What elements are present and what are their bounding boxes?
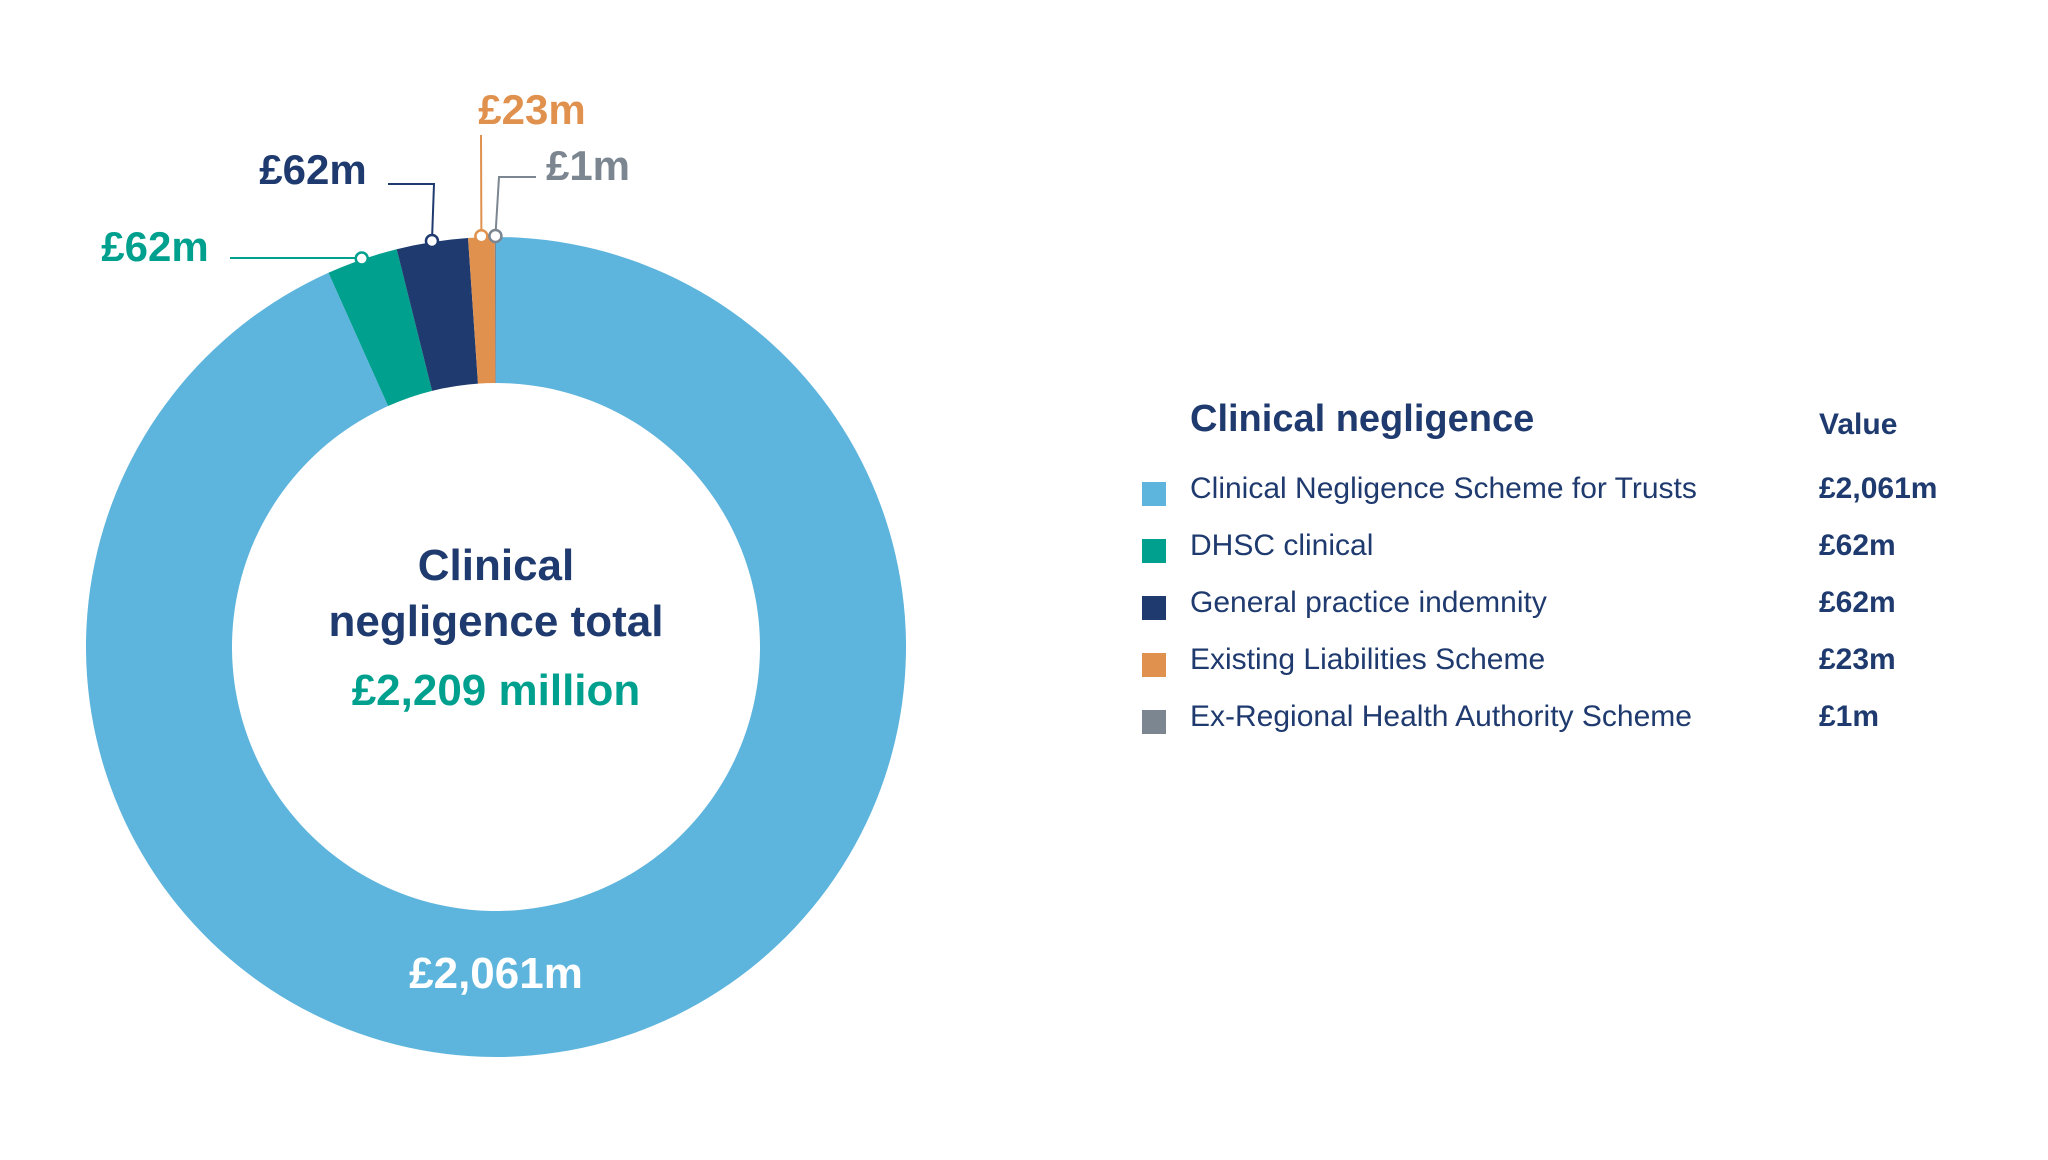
slice-existing-liabilities-scheme bbox=[468, 237, 496, 384]
legend-label: DHSC clinical bbox=[1190, 529, 1374, 562]
center-total: £2,209 million bbox=[352, 666, 641, 715]
legend-swatch bbox=[1142, 482, 1166, 506]
slice-clinical-negligence-scheme-for-trusts bbox=[85, 237, 907, 1057]
legend-label: Existing Liabilities Scheme bbox=[1190, 643, 1546, 676]
callout-leaders bbox=[230, 134, 536, 266]
callout-line bbox=[230, 257, 363, 260]
callout-line bbox=[494, 176, 536, 237]
legend-row: DHSC clinical £62m bbox=[1142, 527, 1962, 584]
legend-label: General practice indemnity bbox=[1190, 586, 1547, 619]
data-label-cnst: £2,061m bbox=[409, 949, 583, 998]
center-label-line2: negligence total bbox=[329, 597, 664, 646]
data-label-general-practice: £62m bbox=[259, 146, 366, 193]
legend-value: £62m bbox=[1819, 529, 1896, 562]
legend-swatch bbox=[1142, 539, 1166, 563]
callout-line bbox=[388, 183, 436, 242]
slice-dhsc-clinical bbox=[328, 249, 433, 407]
legend-title: Clinical negligence bbox=[1190, 398, 1535, 440]
legend-swatch bbox=[1142, 653, 1166, 677]
legend-row: Ex-Regional Health Authority Scheme £1m bbox=[1142, 698, 1962, 755]
legend-row: Clinical Negligence Scheme for Trusts £2… bbox=[1142, 470, 1962, 527]
legend-label: Clinical Negligence Scheme for Trusts bbox=[1190, 472, 1697, 505]
legend-swatch bbox=[1142, 710, 1166, 734]
callout-marker bbox=[424, 233, 440, 249]
callout-marker bbox=[474, 229, 489, 244]
slice-ex-regional-health-authority-scheme bbox=[494, 237, 496, 384]
data-label-existing-liabilities: £23m bbox=[478, 86, 585, 133]
legend-label: Ex-Regional Health Authority Scheme bbox=[1190, 700, 1692, 733]
donut-slices bbox=[85, 237, 907, 1057]
data-label-dhsc-clinical: £62m bbox=[101, 223, 208, 270]
legend-value-header: Value bbox=[1819, 408, 1898, 441]
legend-value: £2,061m bbox=[1819, 472, 1938, 505]
legend-swatch bbox=[1142, 596, 1166, 620]
callout-marker bbox=[354, 251, 369, 266]
legend-row: General practice indemnity £62m bbox=[1142, 584, 1962, 641]
data-label-ex-rha: £1m bbox=[546, 142, 630, 189]
callout-marker bbox=[488, 228, 503, 244]
legend-row: Existing Liabilities Scheme £23m bbox=[1142, 641, 1962, 698]
legend-value: £62m bbox=[1819, 586, 1896, 619]
legend-header: Clinical negligence Value bbox=[1142, 398, 1962, 470]
center-label-line1: Clinical bbox=[418, 541, 575, 590]
legend-value: £1m bbox=[1819, 700, 1880, 733]
slice-general-practice-indemnity bbox=[396, 237, 478, 391]
legend-value: £23m bbox=[1819, 643, 1896, 676]
legend-table: Clinical negligence Value Clinical Negli… bbox=[1142, 398, 1962, 755]
